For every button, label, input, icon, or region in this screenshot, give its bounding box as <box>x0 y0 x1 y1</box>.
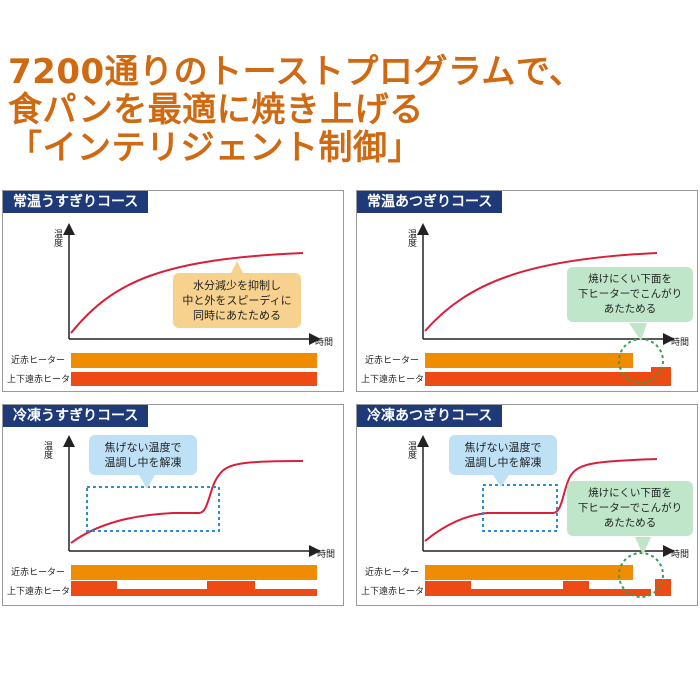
near-heater-bar <box>425 565 633 580</box>
callout-bottom-heater: 焼けにくい下面を 下ヒーターでこんがり あたためる <box>567 267 693 322</box>
panel-room-thin: 温度 時間 近赤ヒーター 上下遠赤ヒーター 常温うすぎりコース 水分減少を抑制し… <box>2 190 344 392</box>
x-axis-label: 時間 <box>315 337 333 348</box>
highlight-box <box>482 484 558 532</box>
far-heater-label: 上下遠赤ヒーター <box>361 585 433 597</box>
far-heater-pulse <box>563 581 589 596</box>
near-heater-bar <box>71 353 317 368</box>
callout-line: 温調し中を解凍 <box>104 456 182 469</box>
highlight-box <box>86 486 220 532</box>
callout-line: 同時にあたためる <box>193 309 281 322</box>
panel-title: 冷凍あつぎりコース <box>357 405 503 427</box>
callout-line: 焦げない温度で <box>104 441 182 454</box>
callout-line: 焼けにくい下面を <box>588 487 672 499</box>
far-heater-pulse <box>425 581 471 596</box>
headline-line-2: 食パンを最適に焼き上げる <box>8 90 424 130</box>
callout-line: 焦げない温度で <box>464 441 542 454</box>
temperature-curve <box>424 458 658 542</box>
callout-pointer <box>139 475 155 489</box>
callout-pointer <box>231 261 243 273</box>
headline-line-1: 7200通りのトーストプログラムで、 <box>8 52 584 92</box>
x-axis-label: 時間 <box>317 549 335 560</box>
highlight-circle <box>618 552 664 598</box>
near-heater-label: 近赤ヒーター <box>11 566 65 578</box>
panel-frozen-thick: 温度 時間 近赤ヒーター 上下遠赤ヒーター 冷凍あつぎりコース 焦げない温度で … <box>356 404 698 606</box>
callout-defrost: 焦げない温度で 温調し中を解凍 <box>449 435 557 475</box>
callout-pointer <box>629 323 647 341</box>
x-axis-label: 時間 <box>671 337 689 348</box>
panel-room-thick-diagram: 温度 時間 近赤ヒーター 上下遠赤ヒーター <box>361 223 689 386</box>
callout-line: 中と外をスピーディに <box>182 294 292 307</box>
panel-room-thick: 温度 時間 近赤ヒーター 上下遠赤ヒーター 常温あつぎりコース 焼けにくい下面を… <box>356 190 698 392</box>
far-heater-bar <box>71 372 317 386</box>
temperature-curve <box>424 252 658 332</box>
near-heater-label: 近赤ヒーター <box>365 354 419 366</box>
x-axis-label: 時間 <box>671 549 689 560</box>
temperature-curve <box>70 252 304 334</box>
panel-frozen-thin-diagram: 温度 時間 近赤ヒーター 上下遠赤ヒーター <box>7 435 335 597</box>
far-heater-bar <box>425 589 651 596</box>
far-heater-bar <box>71 589 317 596</box>
near-heater-label: 近赤ヒーター <box>365 566 419 578</box>
panel-title: 常温うすぎりコース <box>3 191 149 213</box>
y-axis-label: 温度 <box>52 229 63 248</box>
near-heater-bar <box>71 565 317 580</box>
near-heater-bar <box>425 353 633 368</box>
callout-line: 下ヒーターでこんがり <box>577 502 683 514</box>
callout-line: あたためる <box>603 517 657 529</box>
far-heater-pulse <box>207 581 255 596</box>
panel-frozen-thin: 温度 時間 近赤ヒーター 上下遠赤ヒーター 冷凍うすぎりコース 焦げない温度で … <box>2 404 344 606</box>
headline-line-3: 「インテリジェント制御」 <box>8 128 422 168</box>
far-heater-label: 上下遠赤ヒーター <box>7 373 79 385</box>
callout-pointer <box>635 537 651 555</box>
callout-line: 下ヒーターでこんがり <box>577 288 683 300</box>
callout-line: 水分減少を抑制し <box>193 279 281 292</box>
far-heater-boost-bar <box>655 579 671 596</box>
temperature-curve <box>70 460 304 544</box>
y-axis-label: 温度 <box>406 229 417 248</box>
far-heater-label: 上下遠赤ヒーター <box>7 585 79 597</box>
near-heater-label: 近赤ヒーター <box>11 354 65 366</box>
callout-moisture: 水分減少を抑制し 中と外をスピーディに 同時にあたためる <box>173 273 301 328</box>
callout-line: あたためる <box>603 303 657 315</box>
panel-title: 常温あつぎりコース <box>357 191 503 213</box>
callout-defrost: 焦げない温度で 温調し中を解凍 <box>89 435 197 475</box>
far-heater-boost-bar <box>651 367 671 386</box>
callout-pointer <box>493 475 509 487</box>
y-axis-label: 温度 <box>42 441 53 460</box>
panel-title: 冷凍うすぎりコース <box>3 405 149 427</box>
y-axis-label: 温度 <box>406 441 417 460</box>
callout-bottom-heater: 焼けにくい下面を 下ヒーターでこんがり あたためる <box>567 481 693 536</box>
far-heater-bar <box>425 372 651 386</box>
panel-room-thin-diagram: 温度 時間 近赤ヒーター 上下遠赤ヒーター <box>7 223 333 386</box>
callout-line: 焼けにくい下面を <box>588 273 672 285</box>
far-heater-label: 上下遠赤ヒーター <box>361 373 433 385</box>
far-heater-pulse <box>71 581 117 596</box>
callout-line: 温調し中を解凍 <box>464 456 542 469</box>
panel-frozen-thick-diagram: 温度 時間 近赤ヒーター 上下遠赤ヒーター <box>361 435 689 598</box>
